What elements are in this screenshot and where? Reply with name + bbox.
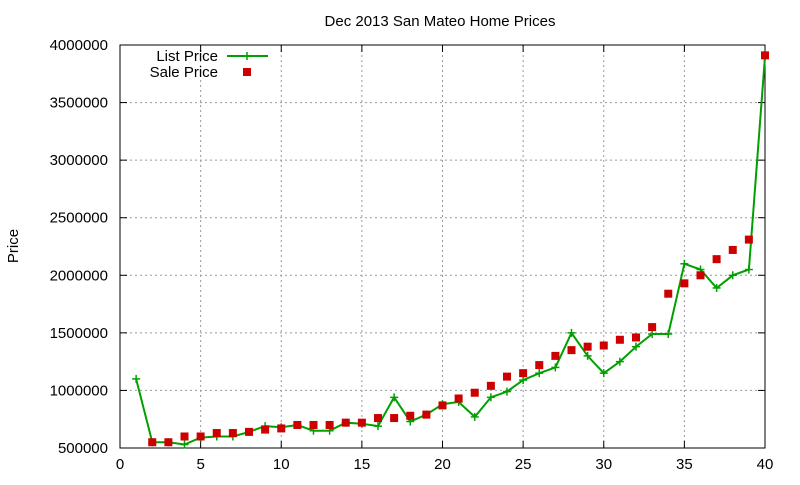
sale-price-point [567,346,576,355]
list-price-point [583,351,592,360]
sale-price-point [438,401,447,410]
y-tick-label: 3000000 [50,152,108,169]
sale-price-point [696,271,705,280]
y-tick-label: 3500000 [50,95,108,112]
legend: List Price Sale Price [150,48,268,81]
list-price-point [180,440,189,449]
sale-price-point [309,420,318,429]
y-tick-label: 2500000 [50,210,108,227]
list-price-point [712,283,721,292]
legend-plus-list-price [243,52,251,60]
sale-price-point [196,432,205,441]
grid [120,45,765,448]
list-price-point [615,357,624,366]
x-tick-label: 15 [354,456,371,473]
y-tick-label: 500000 [58,440,108,457]
sale-price-point [535,361,544,370]
sale-price-point [325,420,334,429]
legend-label-sale-price: Sale Price [150,64,218,81]
sale-price-point [503,372,511,381]
sale-price-point [357,418,366,427]
sale-price-point [583,342,592,351]
list-price-point [132,374,141,383]
sale-price-point [470,388,479,397]
sale-price-point [599,341,608,350]
x-tick-label: 5 [196,456,204,473]
x-tick-label: 30 [595,456,612,473]
sale-price-point [390,414,399,423]
list-price-point [744,265,753,274]
y-tick-label: 2000000 [50,267,108,284]
x-axis: 0 5 10 15 20 25 30 35 40 [116,45,774,473]
x-tick-label: 35 [676,456,693,473]
y-tick-label: 1500000 [50,325,108,342]
legend-marker-sale-price [243,68,251,76]
chart-title: Dec 2013 San Mateo Home Prices [325,13,556,30]
legend-marker-list-price [227,52,268,60]
sale-price-point [615,335,624,344]
sale-price-point [245,427,253,436]
list-price-point [470,412,479,421]
sale-price-point [212,429,221,438]
sale-price-point [422,410,431,419]
list-price-point [503,387,511,396]
x-tick-label: 0 [116,456,124,473]
sale-price-point [519,369,528,378]
list-price-point [535,369,544,378]
sale-price-point [164,438,173,447]
sale-price-point [680,279,689,288]
sale-price-point [744,235,753,244]
sale-price-point [728,245,737,254]
x-tick-label: 25 [515,456,532,473]
list-price-point [551,363,560,372]
sale-price-point [261,425,270,434]
list-price-point [599,369,608,378]
list-price-point [632,342,640,351]
legend-label-list-price: List Price [156,48,218,65]
sale-price-point [486,381,495,390]
list-price-line [135,56,766,446]
sale-price-point [551,351,560,360]
sale-price-point [341,418,350,427]
x-tick-label: 40 [757,456,774,473]
list-price-point [486,393,495,402]
sale-price-point [648,323,657,332]
sale-price-point [293,420,302,429]
list-price-point [648,330,657,339]
sale-price-point [761,51,769,60]
sale-price-point [406,411,415,420]
list-price-point [567,328,576,337]
y-tick-label: 4000000 [50,37,108,54]
sale-price-point [632,333,640,342]
sale-price-point [374,414,382,423]
x-tick-label: 20 [434,456,451,473]
list-price-point [374,422,382,431]
x-tick-label: 10 [273,456,290,473]
sale-price-point [454,394,463,403]
list-price-point [728,271,737,280]
sale-price-point [148,438,157,447]
sale-price-point [228,429,237,438]
sale-price-point [712,255,721,264]
list-price-point [680,259,689,268]
sale-price-point [277,424,286,433]
list-price-point [519,376,528,385]
sale-price-point [180,432,189,441]
y-tick-label: 1000000 [50,382,108,399]
list-price-point [664,330,673,339]
list-price-point [390,393,399,402]
series-layer [132,51,769,449]
sale-price-point [664,289,673,298]
y-axis: 500000 1000000 1500000 2000000 2500000 300000… [50,37,765,457]
y-axis-label: Price [5,229,22,263]
legend-square-sale-price [243,68,251,76]
